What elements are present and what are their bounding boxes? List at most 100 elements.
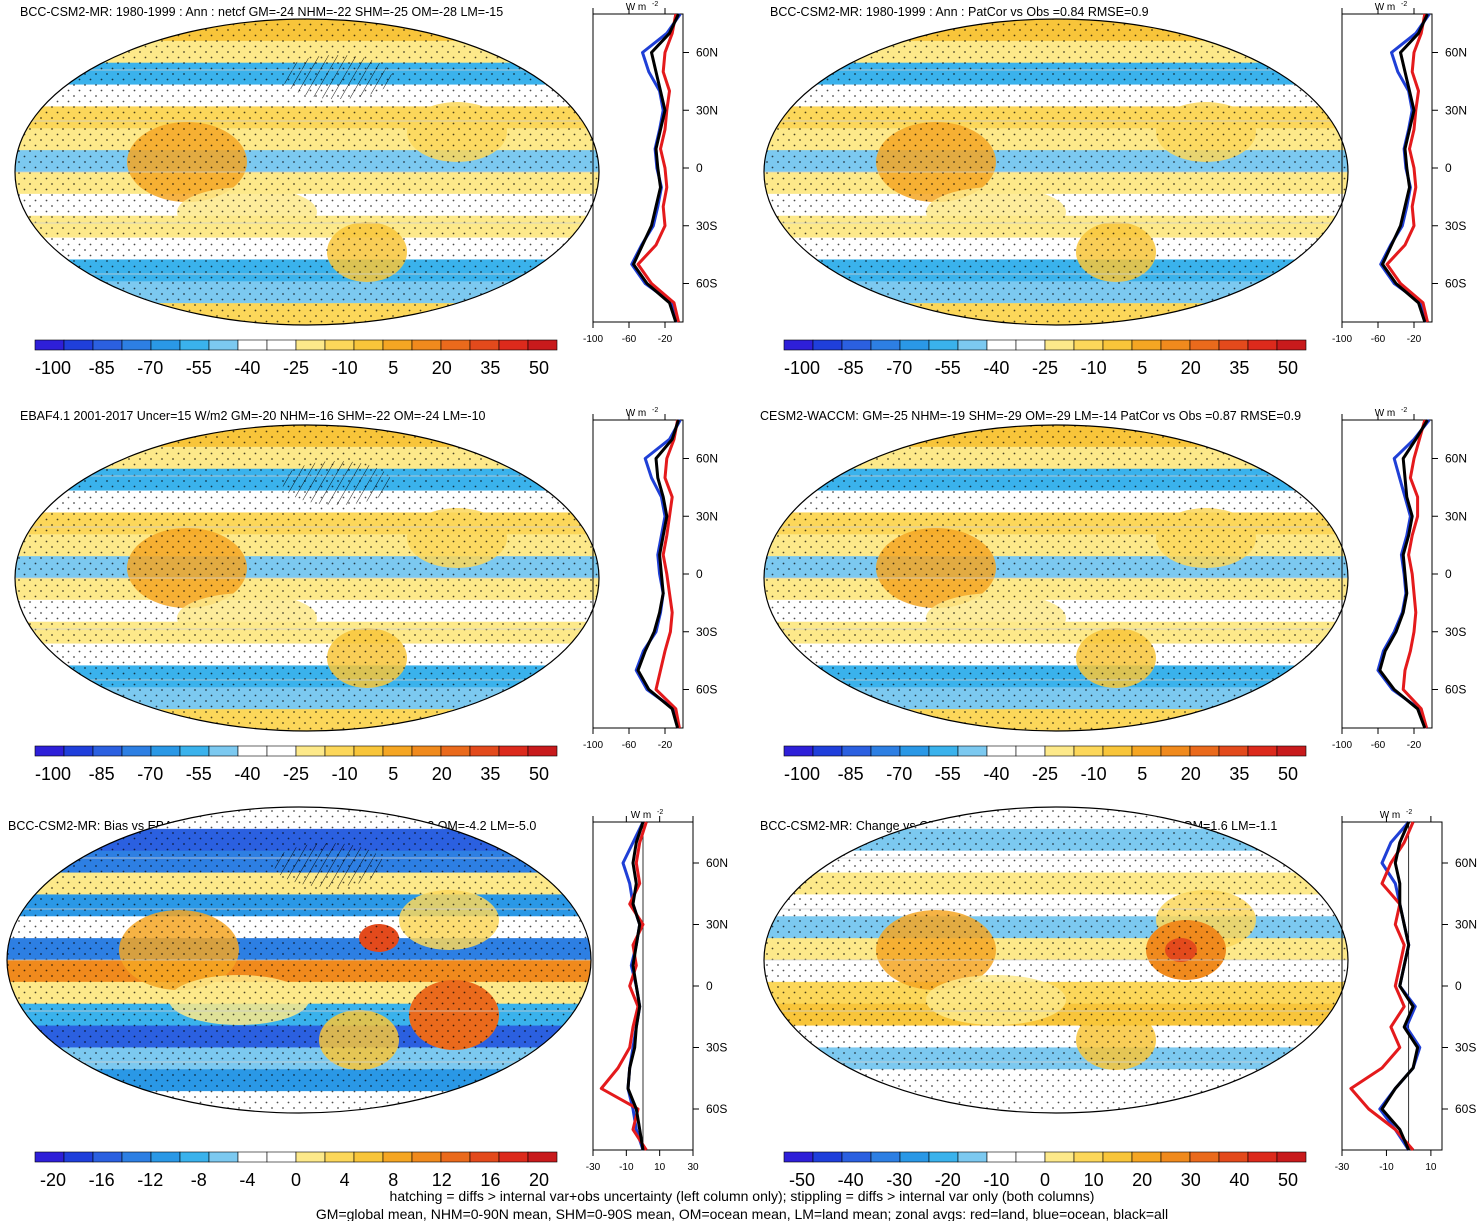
colorbar-swatch (870, 1151, 901, 1163)
colorbar-tick-label: 20 (529, 1170, 549, 1190)
colorbar-tick-label: 8 (388, 1170, 398, 1190)
colorbar-swatch (1160, 1151, 1191, 1163)
colorbar-tick-label: 50 (1278, 358, 1298, 378)
colorbar-swatch (527, 745, 558, 757)
zonal-lat-label: 60N (696, 452, 718, 466)
colorbar-swatch (928, 745, 959, 757)
zonal-unit-exponent: -2 (1401, 407, 1407, 414)
colorbar-tick-label: -25 (283, 764, 309, 784)
colorbar-swatch (208, 745, 239, 757)
panel-title: CESM2-WACCM: GM=-25 NHM=-19 SHM=-29 OM=-… (760, 409, 1301, 423)
colorbar-swatch (34, 745, 65, 757)
zonal-x-tick-label: -60 (1371, 334, 1386, 345)
zonal-unit-exponent: -2 (1406, 809, 1412, 816)
map (7, 807, 591, 1113)
colorbar-swatch (870, 339, 901, 351)
zonal-x-tick-label: -10 (619, 1162, 634, 1173)
colorbar-swatch (498, 1151, 529, 1163)
colorbar-swatch (783, 1151, 814, 1163)
colorbar: -100 -85 -70 -55 -40 -25 -10 5 20 35 50 (34, 339, 558, 378)
zonal-unit: W m (1375, 408, 1396, 419)
colorbar-swatch (527, 339, 558, 351)
panel-top-right: BCC-CSM2-MR: 1980-1999 : Ann : PatCor vs… (763, 1, 1467, 378)
zonal-lat-label: 30S (1445, 219, 1466, 233)
hatching (282, 55, 392, 99)
colorbar-swatch (841, 1151, 872, 1163)
colorbar-swatch (1218, 1151, 1249, 1163)
zonal-lat-label: 30N (1455, 918, 1477, 932)
zonal-line-land (1401, 419, 1429, 729)
colorbar-swatch (527, 1151, 558, 1163)
colorbar-swatch (899, 339, 930, 351)
colorbar-tick-label: -10 (332, 764, 358, 784)
colorbar-swatch (986, 1151, 1017, 1163)
colorbar: -100 -85 -70 -55 -40 -25 -10 5 20 35 50 (783, 339, 1307, 378)
zonal-x-tick-label: -30 (1335, 1162, 1350, 1173)
colorbar-tick-label: 30 (1181, 1170, 1201, 1190)
colorbar-swatch (1102, 339, 1133, 351)
colorbar-tick-label: -25 (283, 358, 309, 378)
colorbar-swatch (1247, 1151, 1278, 1163)
colorbar-tick-label: -12 (137, 1170, 163, 1190)
colorbar-swatch (324, 339, 355, 351)
colorbar-swatch (1044, 745, 1075, 757)
colorbar-tick-label: 35 (1229, 358, 1249, 378)
colorbar-swatch (986, 745, 1017, 757)
colorbar-swatch (1247, 745, 1278, 757)
colorbar-swatch (812, 745, 843, 757)
panel-middle-left: EBAF4.1 2001-2017 Uncer=15 W/m2 GM=-20 N… (14, 407, 718, 784)
colorbar-swatch (324, 1151, 355, 1163)
zonal-lat-label: 60N (706, 856, 728, 870)
colorbar-swatch (150, 745, 181, 757)
colorbar-tick-label: 50 (529, 358, 549, 378)
colorbar-swatch (498, 339, 529, 351)
zonal-frame (592, 419, 684, 729)
zonal-x-tick-label: 30 (687, 1162, 699, 1173)
zonal-lat-label: 30S (1455, 1041, 1476, 1055)
zonal-x-tick-label: -100 (1332, 334, 1352, 345)
colorbar-swatch (469, 339, 500, 351)
colorbar-swatch (121, 1151, 152, 1163)
colorbar-tick-label: -10 (332, 358, 358, 378)
zonal-line-all (632, 13, 680, 323)
zonal-lat-label: 60S (1455, 1102, 1476, 1116)
colorbar-swatch (382, 339, 413, 351)
zonal-lat-label: 60S (1445, 683, 1466, 697)
map-border (763, 806, 1349, 1114)
zonal-unit-exponent: -2 (1401, 1, 1407, 8)
colorbar-tick-label: 4 (340, 1170, 350, 1190)
zonal-x-tick-label: 10 (1425, 1162, 1437, 1173)
colorbar-swatch (1189, 339, 1220, 351)
zonal-line-land (654, 419, 681, 729)
colorbar-tick-label: -55 (935, 358, 961, 378)
colorbar-tick-label: 40 (1229, 1170, 1249, 1190)
colorbar-tick-label: 20 (1181, 358, 1201, 378)
map-border (14, 424, 600, 732)
zonal-line-all (1381, 13, 1429, 323)
colorbar-swatch (92, 339, 123, 351)
colorbar-tick-label: -40 (234, 358, 260, 378)
colorbar-swatch (237, 339, 268, 351)
colorbar-swatch (1218, 745, 1249, 757)
colorbar-swatch (440, 745, 471, 757)
colorbar-swatch (812, 339, 843, 351)
colorbar-swatch (1131, 1151, 1162, 1163)
panel-title: BCC-CSM2-MR: 1980-1999 : Ann : netcf GM=… (20, 5, 503, 19)
zonal-unit: W m (631, 810, 652, 821)
colorbar-swatch (237, 745, 268, 757)
zonal-lat-label: 60N (1445, 452, 1467, 466)
colorbar-tick-label: 20 (432, 358, 452, 378)
colorbar-swatch (237, 1151, 268, 1163)
zonal-x-tick-label: -60 (622, 334, 637, 345)
zonal-line-all (1380, 821, 1420, 1151)
zonal-mean-panel: W m -2 -100 -60 -20 60N 30N 0 30S 60S (1332, 407, 1467, 751)
colorbar-tick-label: -8 (191, 1170, 207, 1190)
zonal-x-tick-label: -60 (622, 740, 637, 751)
map (764, 425, 1348, 731)
panel-bottom-right: BCC-CSM2-MR: Change vs CESM2-WACCM GM=0.… (760, 806, 1477, 1190)
colorbar-swatch (324, 745, 355, 757)
zonal-lat-label: 0 (696, 567, 703, 581)
colorbar-swatch (1189, 1151, 1220, 1163)
zonal-lat-label: 30N (1445, 103, 1467, 117)
